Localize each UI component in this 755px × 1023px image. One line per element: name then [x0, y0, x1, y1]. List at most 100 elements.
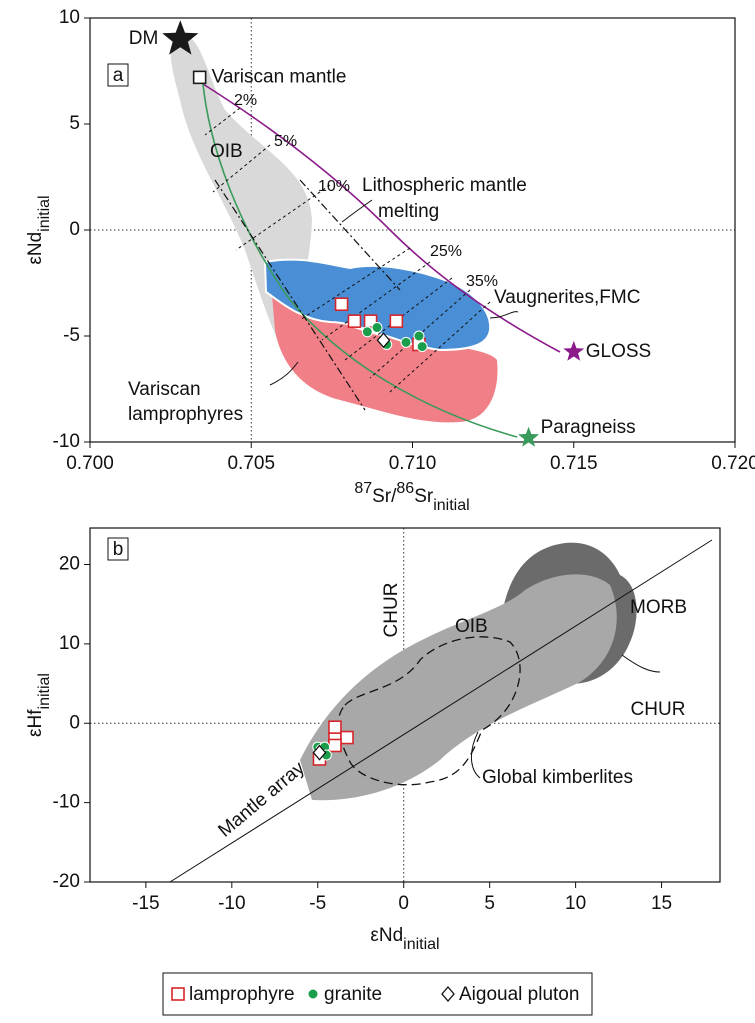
panel-label: b: [113, 539, 124, 560]
annotation: melting: [378, 201, 439, 222]
label-part: Sr/: [372, 486, 397, 507]
y-tick-label: -20: [53, 871, 80, 892]
star-marker: [563, 340, 585, 361]
annotation: OIB: [210, 141, 243, 162]
x-tick-label: 0.710: [389, 453, 437, 474]
star-marker: [518, 426, 540, 447]
label-part: 86: [396, 480, 414, 497]
diamond-marker: [312, 744, 327, 761]
diamond-marker: [376, 332, 391, 349]
x-tick-label: 5: [484, 893, 495, 914]
mantle-array: [169, 539, 713, 883]
panel-b-fields: [169, 539, 713, 883]
circle-marker: [371, 322, 383, 334]
x-tick-label: 0.715: [550, 453, 598, 474]
x-tick-label: -15: [132, 893, 159, 914]
y-tick-label: 0: [69, 712, 80, 733]
square-marker: [328, 738, 342, 753]
y-axis-label: εHfinitial: [25, 673, 53, 737]
leader: [269, 199, 519, 386]
y-tick-label: -10: [53, 792, 80, 813]
square-marker: [389, 314, 404, 328]
x-tick-label: 0: [398, 893, 409, 914]
endmember-label: Variscan mantle: [212, 66, 347, 87]
annotation: OIB: [455, 616, 488, 637]
endmember-label: Paragneiss: [541, 417, 636, 438]
label-part: initial: [36, 673, 53, 709]
label-part: initial: [403, 936, 439, 953]
panel-label-box: [107, 63, 129, 87]
annotation: Global kimberlites: [482, 767, 633, 788]
y-tick-label: 20: [59, 554, 80, 575]
label-part: 87: [354, 480, 372, 497]
circle-marker: [307, 988, 319, 1000]
x-tick-label: 0.720: [711, 453, 755, 474]
annotation: lamprophyres: [128, 404, 243, 425]
square-marker: [171, 987, 185, 1001]
lamprophyre-trend: [214, 179, 401, 411]
legend-label: granite: [324, 984, 382, 1005]
label-part: εNd: [25, 232, 46, 265]
oib-field-b: [300, 574, 617, 801]
y-tick-label: 10: [59, 633, 80, 654]
mixing-label: 25%: [430, 243, 462, 260]
x-tick-label: -5: [309, 893, 326, 914]
y-tick-label: -5: [63, 325, 80, 346]
panel-a-fields: [170, 34, 561, 438]
annotation: MORB: [630, 597, 687, 618]
square-marker: [334, 297, 349, 312]
endmember-label: DM: [129, 28, 159, 49]
leader: [471, 654, 661, 779]
mixing-label: 10%: [318, 178, 350, 195]
x-tick-label: 15: [651, 893, 672, 914]
lamprophyre-field: [272, 295, 498, 423]
label-part: Sr: [414, 486, 434, 507]
star-marker: [162, 20, 199, 55]
x-tick-label: 10: [565, 893, 586, 914]
mixing-curve-gloss: [202, 83, 561, 353]
annotation: Mantle array: [214, 757, 309, 841]
circle-marker: [413, 330, 425, 342]
plot-frame-b: [89, 527, 721, 883]
circle-marker: [361, 326, 373, 338]
x-tick-label: -10: [218, 893, 245, 914]
legend-label: lamprophyre: [189, 984, 295, 1005]
square-marker: [340, 730, 354, 745]
circle-marker: [400, 336, 412, 348]
annotation: Vaugnerites,FMC: [494, 287, 640, 308]
mixing-curve-paragneiss: [202, 83, 518, 438]
y-tick-label: 10: [59, 7, 80, 28]
y-tick-label: 5: [69, 113, 80, 134]
legend: lamprophyre granite Aigoual pluton: [171, 984, 579, 1005]
y-axis-label: εNdinitial: [25, 195, 53, 264]
y-tick-label: -10: [53, 431, 80, 452]
circle-marker: [416, 341, 428, 353]
x-axis-label: εNdinitial: [370, 925, 439, 953]
label-part: εHf: [25, 709, 46, 737]
kimberlite-field: [337, 636, 521, 786]
annotation: CHUR: [631, 699, 686, 720]
square-marker: [347, 314, 362, 328]
x-tick-label: 0.705: [227, 453, 275, 474]
label-part: initial: [36, 195, 53, 231]
x-tick-label: 0.700: [66, 453, 114, 474]
diamond-marker: [441, 986, 455, 1002]
annotation: Variscan: [128, 379, 201, 400]
mixing-label: 5%: [274, 133, 297, 150]
endmember-label: GLOSS: [586, 341, 651, 362]
label-part: initial: [433, 497, 469, 514]
panel-label: a: [113, 65, 124, 86]
mixing-label: 2%: [234, 92, 257, 109]
annotation: CHUR: [381, 583, 402, 638]
x-axis-label: 87Sr/86Srinitial: [354, 480, 469, 514]
mixing-label: 35%: [466, 273, 498, 290]
square-marker: [192, 70, 207, 85]
label-part: εNd: [370, 925, 403, 946]
legend-box: [162, 972, 593, 1016]
annotation: Lithospheric mantle: [362, 175, 527, 196]
y-tick-label: 0: [69, 219, 80, 240]
square-marker: [328, 720, 342, 735]
vaugnerite-field: [263, 258, 492, 352]
legend-label: Aigoual pluton: [459, 984, 579, 1005]
